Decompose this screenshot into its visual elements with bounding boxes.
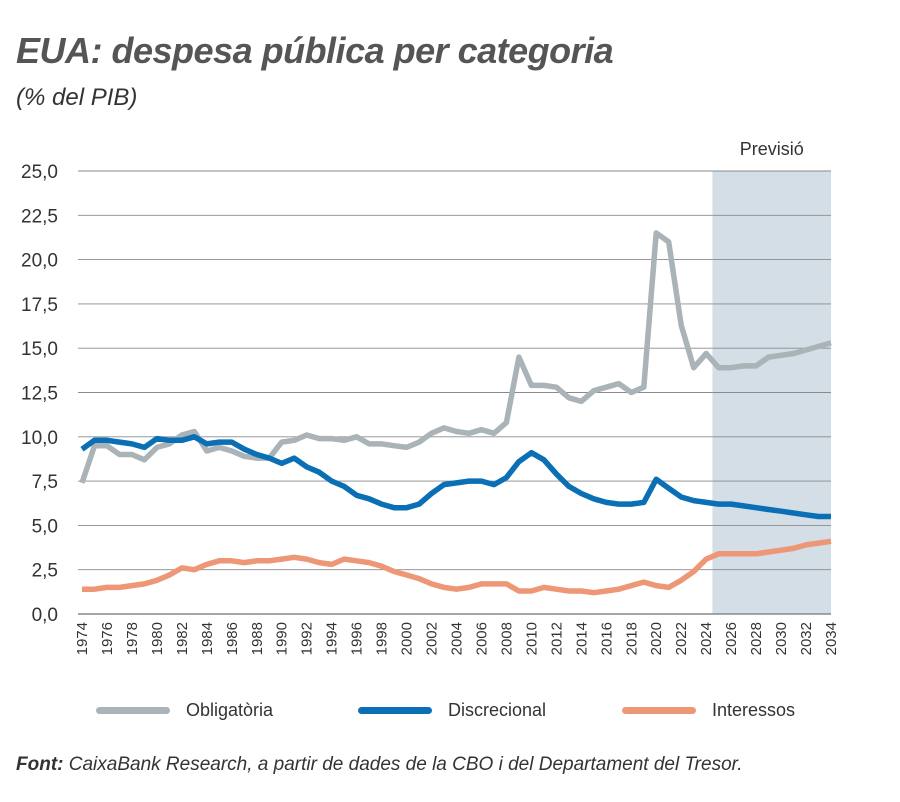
x-tick-label: 2034 [823, 622, 840, 655]
y-tick-label: 25,0 [21, 162, 58, 183]
x-tick-label: 2010 [523, 622, 540, 655]
x-tick-label: 1998 [374, 622, 391, 655]
x-tick-label: 1996 [349, 622, 366, 655]
x-tick-label: 2018 [623, 622, 640, 655]
series-lines [79, 230, 832, 596]
legend-label-obligatoria: Obligatòria [186, 700, 274, 720]
source-prefix: Font: [16, 754, 64, 775]
series-line-discrecional [80, 434, 831, 520]
x-tick-label: 1982 [174, 622, 191, 655]
y-tick-label: 2,5 [32, 561, 58, 582]
chart-subtitle: (% del PIB) [16, 84, 138, 111]
x-tick-label: 1988 [249, 622, 266, 655]
legend-label-discrecional: Discrecional [448, 700, 547, 720]
x-tick-label: 1978 [124, 622, 141, 655]
x-tick-label: 2026 [723, 622, 740, 655]
x-tick-label: 1976 [99, 622, 116, 655]
x-axis-tick-labels: 1974 1976 1978 1980 1982 1984 1986 1988 1990 1992… [74, 622, 840, 655]
x-tick-label: 2012 [548, 622, 565, 655]
series-line-obligatoria [79, 230, 832, 484]
legend-item-obligatoria: Obligatòria [96, 700, 273, 721]
x-tick-label: 2004 [449, 622, 466, 655]
legend-label-interessos: Interessos [712, 700, 796, 720]
source-text: CaixaBank Research, a partir de dades de… [68, 754, 743, 775]
chart-title: EUA: despesa pública per categoria [16, 30, 614, 71]
legend: Obligatòria Discrecional Interessos [0, 700, 900, 730]
x-tick-label: 2002 [424, 622, 441, 655]
x-tick-label: 2020 [648, 622, 665, 655]
x-tick-label: 1990 [274, 622, 291, 655]
x-tick-label: 1980 [149, 622, 166, 655]
legend-swatch-discrecional [358, 707, 432, 714]
x-tick-label: 1994 [324, 622, 341, 655]
x-tick-label: 2008 [498, 622, 515, 655]
x-tick-label: 2016 [598, 622, 615, 655]
x-tick-label: 2000 [399, 622, 416, 655]
x-tick-label: 2006 [473, 622, 490, 655]
y-axis-tick-labels: 0,0 2,5 5,0 7,5 10,0 12,5 15,0 17,5 20,0 22,5 25,0 [21, 162, 58, 626]
y-tick-label: 17,5 [21, 295, 58, 316]
x-tick-label: 2032 [798, 622, 815, 655]
legend-swatch-obligatoria [96, 707, 170, 714]
y-tick-label: 15,0 [21, 339, 58, 360]
x-tick-label: 2028 [748, 622, 765, 655]
x-tick-label: 2030 [773, 622, 790, 655]
x-tick-label: 1986 [224, 622, 241, 655]
x-tick-label: 1992 [299, 622, 316, 655]
y-tick-label: 20,0 [21, 251, 58, 272]
forecast-label: Previsió [740, 139, 804, 159]
x-tick-label: 2014 [573, 622, 590, 655]
legend-swatch-interessos [622, 707, 696, 714]
x-tick-label: 1974 [74, 622, 91, 655]
y-tick-label: 7,5 [32, 472, 58, 493]
source-note: Font: CaixaBank Research, a partir de da… [16, 754, 743, 776]
y-tick-label: 0,0 [32, 605, 58, 626]
x-tick-label: 1984 [199, 622, 216, 655]
line-chart: Previsió 0,0 2,5 5,0 7,5 10,0 12,5 15,0 17,5 20,… [21, 139, 840, 655]
x-tick-label: 2022 [673, 622, 690, 655]
x-tick-label: 2024 [698, 622, 715, 655]
y-tick-label: 10,0 [21, 428, 58, 449]
legend-item-discrecional: Discrecional [358, 700, 546, 721]
legend-item-interessos: Interessos [622, 700, 795, 721]
y-tick-label: 12,5 [21, 384, 58, 405]
y-tick-label: 5,0 [32, 516, 58, 537]
y-tick-label: 22,5 [21, 206, 58, 227]
series-line-interessos [82, 538, 832, 596]
